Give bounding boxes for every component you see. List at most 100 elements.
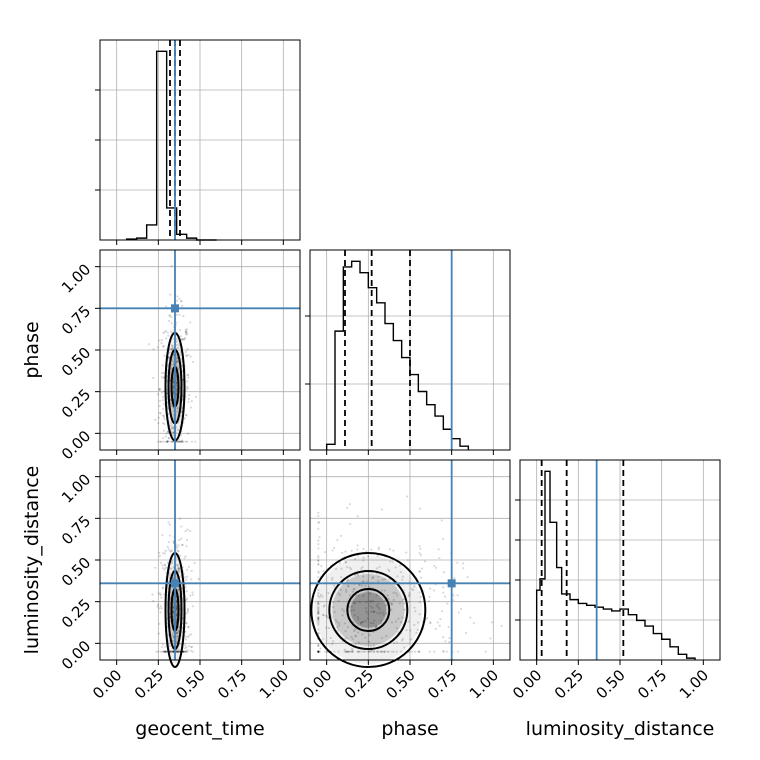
sample-point-geocent_time-vs-luminosity_distance-448 [169,650,172,653]
sample-point-phase-vs-luminosity_distance-226 [372,644,375,647]
sample-point-phase-vs-luminosity_distance-217 [327,616,330,620]
sample-point-geocent_time-vs-luminosity_distance-373 [186,610,190,614]
sample-point-geocent_time-vs-phase-497 [161,440,164,443]
sample-point-phase-vs-luminosity_distance-250 [370,600,373,603]
sample-point-phase-vs-luminosity_distance-490 [462,567,465,570]
sample-point-phase-vs-luminosity_distance-207 [333,584,336,587]
sample-point-phase-vs-luminosity_distance-181 [418,570,421,573]
sample-point-geocent_time-vs-phase-399 [170,315,173,319]
sample-point-phase-vs-luminosity_distance-197 [317,623,320,626]
sample-point-phase-vs-luminosity_distance-400 [394,620,398,623]
sample-point-phase-vs-luminosity_distance-319 [362,580,365,583]
sample-point-phase-vs-luminosity_distance-6 [336,538,339,542]
sample-point-geocent_time-vs-luminosity_distance-103 [161,564,164,567]
sample-point-phase-vs-luminosity_distance-17 [377,546,380,549]
sample-point-phase-vs-luminosity_distance-424 [357,641,360,644]
sample-point-phase-vs-luminosity_distance-252 [359,622,363,625]
sample-point-phase-vs-luminosity_distance-63 [352,608,355,612]
y-tick-label-luminosity_distance-3: 0.75 [58,512,94,548]
sample-point-geocent_time-vs-phase-205 [179,440,182,443]
sample-point-geocent_time-vs-luminosity_distance-302 [172,540,175,543]
sample-point-geocent_time-vs-luminosity_distance-84 [184,598,188,601]
sample-point-geocent_time-vs-phase-472 [185,414,188,417]
histogram-geocent_time [125,50,217,241]
sample-point-phase-vs-luminosity_distance-91 [423,560,427,563]
sample-point-geocent_time-vs-luminosity_distance-17 [176,546,179,550]
sample-point-phase-vs-luminosity_distance-196 [376,555,379,558]
sample-point-geocent_time-vs-luminosity_distance-360 [172,639,175,642]
sample-point-phase-vs-luminosity_distance-357 [347,650,351,653]
sample-point-geocent_time-vs-phase-207 [162,414,165,417]
sample-point-phase-vs-luminosity_distance-337 [432,589,436,592]
sample-point-phase-vs-luminosity_distance-334 [381,578,384,581]
sample-point-phase-vs-luminosity_distance-278 [317,588,320,592]
sample-point-phase-vs-luminosity_distance-132 [362,594,365,598]
sample-point-geocent_time-vs-luminosity_distance-106 [172,610,175,614]
sample-point-geocent_time-vs-phase-240 [163,416,166,419]
sample-point-phase-vs-luminosity_distance-237 [359,621,362,624]
sample-point-phase-vs-luminosity_distance-283 [317,607,320,610]
sample-point-phase-vs-luminosity_distance-315 [375,604,378,607]
sample-point-phase-vs-luminosity_distance-130 [317,650,320,653]
sample-point-phase-vs-luminosity_distance-299 [403,608,406,611]
sample-point-phase-vs-luminosity_distance-399 [317,542,320,546]
sample-point-geocent_time-vs-luminosity_distance-291 [161,534,164,537]
sample-point-geocent_time-vs-phase-182 [172,434,175,437]
sample-point-phase-vs-luminosity_distance-396 [322,613,325,616]
sample-point-geocent_time-vs-luminosity_distance-341 [158,554,161,558]
x-tick-label-luminosity_distance-4: 1.00 [676,666,712,702]
sample-point-phase-vs-luminosity_distance-377 [429,621,432,624]
sample-point-phase-vs-luminosity_distance-62 [381,636,384,640]
sample-point-geocent_time-vs-phase-185 [190,400,193,403]
sample-point-phase-vs-luminosity_distance-216 [366,617,369,620]
sample-point-geocent_time-vs-phase-254 [170,322,173,325]
sample-point-geocent_time-vs-phase-379 [180,440,183,443]
sample-point-phase-vs-luminosity_distance-263 [388,548,392,551]
sample-point-geocent_time-vs-phase-218 [189,355,192,358]
sample-point-phase-vs-luminosity_distance-213 [334,567,338,571]
sample-point-phase-vs-luminosity_distance-488 [368,585,371,588]
sample-point-geocent_time-vs-phase-257 [158,399,162,402]
sample-point-phase-vs-luminosity_distance-98 [401,575,404,578]
sample-point-geocent_time-vs-luminosity_distance-154 [175,641,178,644]
sample-point-geocent_time-vs-phase-40 [184,331,188,334]
sample-point-geocent_time-vs-luminosity_distance-76 [177,650,181,653]
sample-point-geocent_time-vs-phase-115 [162,437,165,440]
sample-point-phase-vs-luminosity_distance-372 [437,548,440,551]
x-tick-label-luminosity_distance-1: 0.25 [551,666,587,702]
sample-point-phase-vs-luminosity_distance-486 [348,566,352,569]
sample-point-phase-vs-luminosity_distance-158 [396,594,399,597]
sample-point-geocent_time-vs-phase-181 [163,422,166,426]
sample-point-geocent_time-vs-phase-310 [187,397,190,400]
sample-point-geocent_time-vs-luminosity_distance-28 [156,605,159,608]
sample-point-geocent_time-vs-phase-126 [185,331,188,334]
sample-point-geocent_time-vs-luminosity_distance-48 [169,550,173,553]
sample-point-phase-vs-luminosity_distance-294 [410,650,413,653]
sample-point-geocent_time-vs-phase-461 [165,440,169,443]
sample-point-phase-vs-luminosity_distance-121 [381,650,384,653]
sample-point-phase-vs-luminosity_distance-333 [380,508,384,511]
sample-point-geocent_time-vs-phase-317 [165,337,168,340]
sample-point-geocent_time-vs-luminosity_distance-428 [190,645,193,649]
sample-point-phase-vs-luminosity_distance-279 [345,580,349,583]
sample-point-geocent_time-vs-phase-287 [181,304,184,308]
sample-point-phase-vs-luminosity_distance-34 [419,554,423,557]
sample-point-phase-vs-luminosity_distance-103 [351,650,354,653]
sample-point-phase-vs-luminosity_distance-104 [349,522,352,526]
sample-point-geocent_time-vs-luminosity_distance-328 [184,555,187,558]
sample-point-phase-vs-luminosity_distance-385 [370,548,373,551]
sample-point-phase-vs-luminosity_distance-66 [407,594,410,598]
sample-point-phase-vs-luminosity_distance-267 [417,650,420,653]
sample-point-phase-vs-luminosity_distance-13 [388,569,391,573]
sample-point-phase-vs-luminosity_distance-46 [317,554,320,558]
sample-point-geocent_time-vs-phase-263 [162,331,165,334]
sample-point-phase-vs-luminosity_distance-420 [367,640,371,643]
sample-point-phase-vs-luminosity_distance-446 [351,637,354,641]
sample-point-geocent_time-vs-phase-279 [160,338,163,342]
sample-point-phase-vs-luminosity_distance-295 [364,584,367,587]
sample-point-phase-vs-luminosity_distance-183 [456,650,460,653]
sample-point-geocent_time-vs-phase-167 [184,330,188,333]
sample-point-phase-vs-luminosity_distance-461 [350,549,353,552]
sample-point-phase-vs-luminosity_distance-189 [399,571,403,574]
sample-point-geocent_time-vs-phase-112 [184,350,188,353]
